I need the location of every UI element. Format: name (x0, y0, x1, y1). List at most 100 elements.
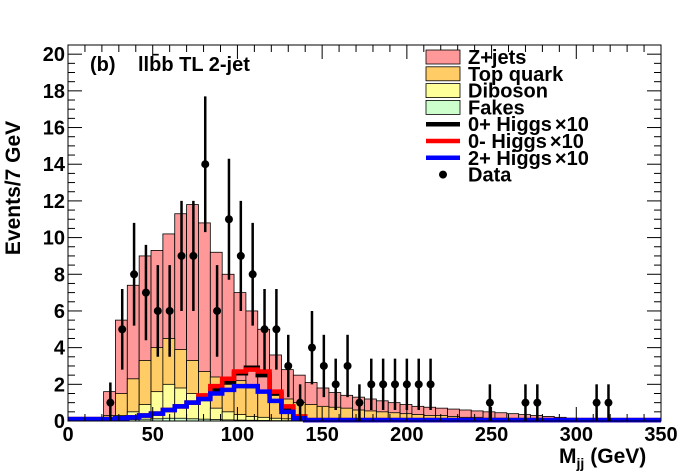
x-tick-label: 50 (142, 424, 164, 446)
data-marker (118, 325, 127, 334)
y-tick-label: 8 (54, 264, 65, 286)
data-point (604, 384, 613, 421)
x-tick-label: 200 (390, 424, 423, 446)
data-point (165, 265, 174, 357)
legend-entry: Data (439, 165, 512, 187)
data-point (402, 358, 411, 410)
data-points (106, 96, 613, 421)
data-marker (485, 398, 494, 407)
data-marker (414, 380, 423, 389)
data-marker (189, 251, 198, 260)
panel-label: (b) (90, 54, 116, 76)
legend-swatch (425, 83, 461, 98)
data-point (296, 384, 305, 421)
data-marker (213, 306, 222, 315)
legend-label: Z+jets (468, 47, 526, 69)
data-point (284, 334, 293, 398)
data-point (367, 358, 376, 410)
data-point (118, 288, 127, 370)
data-marker (379, 380, 388, 389)
x-axis-title-main: M (559, 445, 577, 468)
data-marker (153, 306, 162, 315)
x-axis-ticks: 0 50 100 150 200 250 300 350 (62, 45, 678, 446)
y-tick-label: 14 (43, 154, 66, 176)
data-marker (343, 361, 352, 370)
y-axis-ticks: 0 2 4 6 8 10 12 14 16 18 20 (43, 44, 661, 433)
data-point (331, 358, 340, 410)
x-tick-label: 300 (560, 424, 593, 446)
y-tick-label: 4 (54, 338, 66, 360)
data-marker (248, 270, 257, 279)
legend-scale: ×10 (550, 131, 584, 153)
x-tick-label: 100 (221, 424, 254, 446)
channel-label: llb̄b TL 2-jet (138, 54, 250, 76)
signal-curves (68, 365, 661, 423)
x-axis-title-unit: (GeV) (590, 445, 646, 468)
x-tick-label: 350 (644, 424, 677, 446)
legend-entry: Top quark (425, 64, 564, 86)
data-point (224, 158, 233, 280)
data-point (485, 384, 494, 421)
data-point (379, 358, 388, 410)
legend-label: Top quark (468, 64, 564, 86)
data-point (260, 288, 269, 370)
data-point (201, 96, 210, 233)
data-marker (319, 361, 328, 370)
data-marker (177, 251, 186, 260)
legend-label: 2+ Higgs ×10 (468, 148, 589, 170)
data-point (153, 265, 162, 357)
legend-scale: ×10 (555, 148, 589, 170)
data-marker (367, 380, 376, 389)
data-point (189, 200, 198, 311)
data-point (130, 222, 139, 326)
data-marker (592, 398, 601, 407)
data-point (106, 382, 115, 421)
data-point (592, 384, 601, 421)
data-marker (106, 398, 115, 407)
x-axis-title-sub: jj (576, 455, 585, 471)
legend-swatch-marker (439, 170, 447, 179)
x-tick-label: 150 (305, 424, 338, 446)
x-tick-label: 250 (475, 424, 508, 446)
data-point (319, 334, 328, 398)
y-tick-label: 12 (43, 191, 65, 213)
data-point (414, 358, 423, 410)
data-marker (272, 325, 281, 334)
legend-label: Data (468, 165, 512, 187)
y-tick-label: 18 (43, 81, 65, 103)
legend-swatch (425, 66, 461, 82)
x-tick-label: 0 (62, 424, 73, 446)
data-marker (296, 398, 305, 407)
data-marker (141, 288, 150, 297)
y-tick-label: 16 (43, 118, 65, 140)
y-axis-title: Events/7 GeV (2, 121, 25, 255)
y-tick-label: 0 (54, 411, 65, 433)
data-marker (390, 380, 399, 389)
y-tick-label: 2 (54, 374, 65, 396)
legend-entry: Fakes (425, 97, 525, 119)
y-tick-label: 10 (43, 228, 65, 250)
data-point (236, 200, 245, 311)
legend-entry: Z+jets (425, 47, 526, 69)
data-marker (165, 306, 174, 315)
data-marker (533, 398, 542, 407)
data-point (533, 384, 542, 421)
data-marker (331, 380, 340, 389)
legend-swatch (425, 49, 461, 65)
legend-label: 0- Higgs ×10 (468, 131, 584, 153)
data-marker (284, 361, 293, 370)
data-marker (130, 270, 139, 279)
legend-label: Fakes (468, 97, 525, 119)
data-point (213, 265, 222, 357)
data-point (426, 358, 435, 410)
legend-label: Diboson (468, 81, 548, 103)
x-axis-title: Mjj (GeV) (559, 445, 646, 471)
signal-line-2-higgs-x10 (68, 383, 661, 423)
data-point (141, 244, 150, 341)
legend-swatch (425, 100, 461, 115)
data-marker (402, 380, 411, 389)
legend-scale: ×10 (555, 114, 589, 136)
data-point (343, 334, 352, 398)
y-tick-label: 20 (43, 44, 65, 66)
